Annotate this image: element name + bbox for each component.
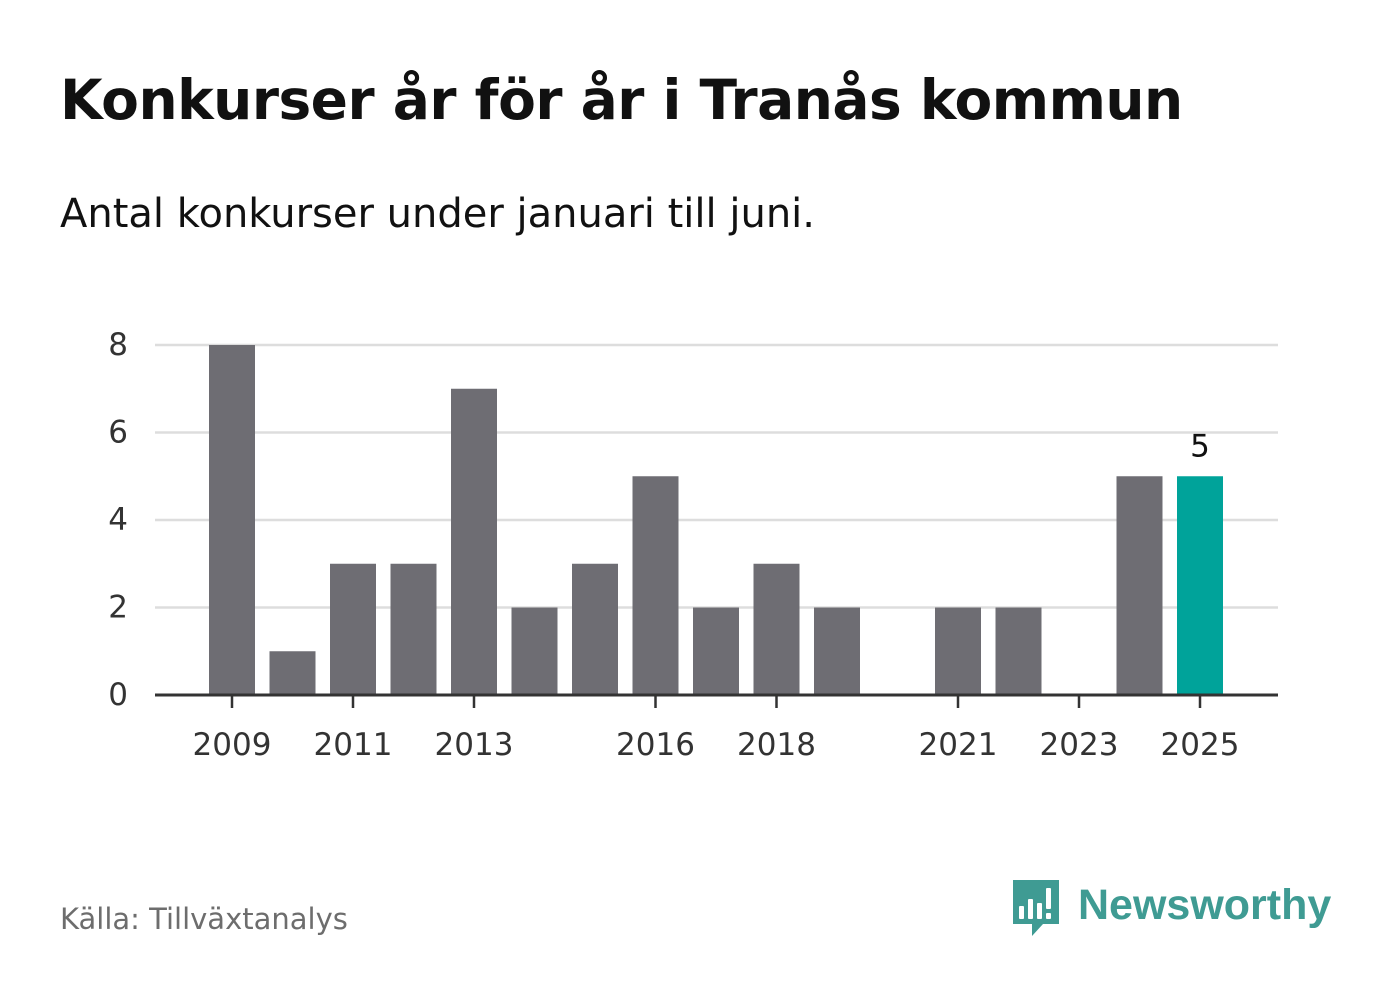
brand-logo: Newsworthy	[1010, 878, 1331, 942]
x-tick-label: 2011	[314, 727, 393, 763]
y-tick-label: 2	[108, 590, 128, 626]
bar-2022	[995, 607, 1042, 695]
source-note: Källa: Tillväxtanalys	[60, 902, 348, 936]
bar-2014	[511, 607, 558, 695]
y-tick-label: 6	[108, 415, 128, 451]
bar-2012	[390, 563, 437, 695]
chart-title: Konkurser år för år i Tranås kommun	[60, 68, 1183, 132]
x-tick-label: 2018	[737, 727, 816, 763]
bar-2009	[209, 345, 255, 695]
bar-2024	[1116, 476, 1163, 695]
x-tick-label: 2021	[919, 727, 998, 763]
bar-2018	[753, 563, 800, 695]
brand-name: Newsworthy	[1078, 881, 1332, 929]
y-tick-label: 4	[108, 502, 128, 538]
bar-2019	[814, 607, 860, 695]
bar-2010	[269, 651, 316, 695]
newsworthy-chart-bubble-icon	[1013, 880, 1059, 936]
bar-2015	[572, 563, 618, 695]
x-tick-label: 2023	[1040, 727, 1119, 763]
x-tick-label: 2009	[193, 727, 272, 763]
x-tick-label: 2016	[616, 727, 695, 763]
bar-2021	[935, 607, 981, 695]
data-label: 5	[1190, 428, 1210, 464]
x-tick-label: 2025	[1161, 727, 1240, 763]
bar-2013	[451, 388, 497, 695]
bar-2016	[632, 476, 679, 695]
chart-subtitle: Antal konkurser under januari till juni.	[60, 191, 815, 237]
y-tick-label: 8	[108, 327, 128, 363]
y-tick-label: 0	[108, 677, 128, 713]
bar-chart: 0 2 4 6 8 2009 2011 2013 2016 2018 2021 2023 2025 5	[108, 327, 1278, 763]
bar-2025	[1177, 476, 1223, 695]
bar-2011	[330, 563, 376, 695]
bar-2017	[693, 607, 739, 695]
x-tick-label: 2013	[435, 727, 514, 763]
